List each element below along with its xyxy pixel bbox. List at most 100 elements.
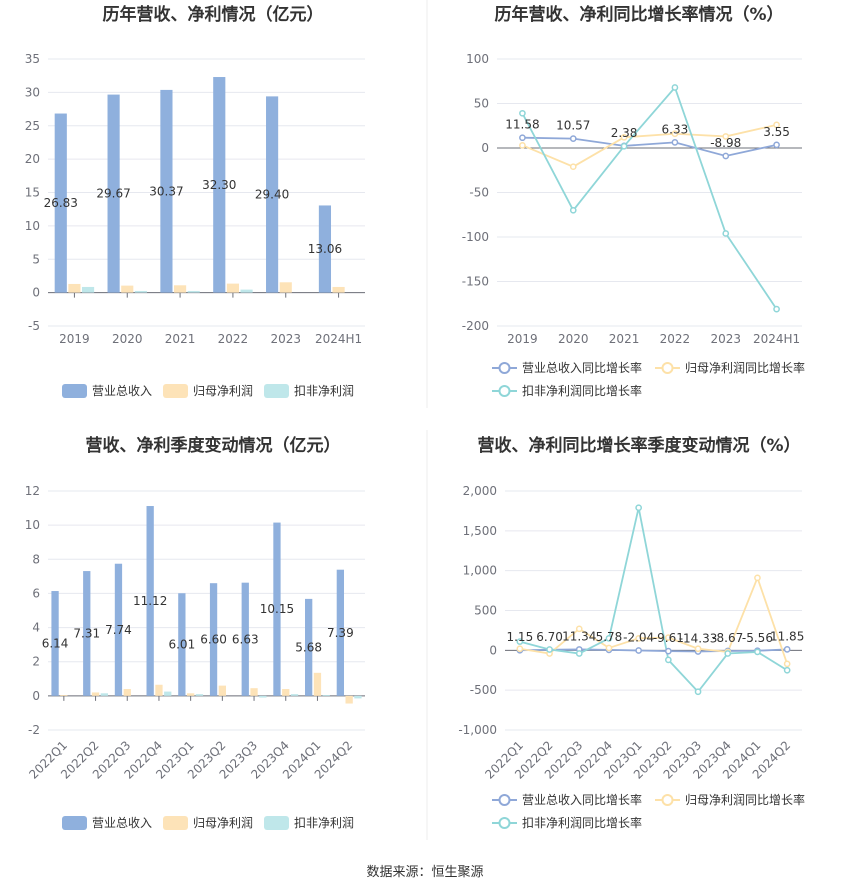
point-1-2023Q1 xyxy=(635,647,643,654)
bar-data-label: 6.14 xyxy=(42,636,69,650)
chart-panel-1: 历年营收、净利情况（亿元） -5 0 5 10 15 20 25 30 35 2019 2020 202… xyxy=(25,4,365,398)
bar-2-2022Q4 xyxy=(155,684,163,696)
bar-data-label: 6.60 xyxy=(200,633,227,647)
y-tick-label: 1,500 xyxy=(463,524,497,538)
bar-3-2023Q1 xyxy=(195,694,204,696)
line-data-label: 11.34 xyxy=(562,629,596,643)
y-tick-label: -150 xyxy=(462,275,489,289)
legend-label[interactable]: 营业总收入 xyxy=(92,816,152,830)
series-line-2 xyxy=(522,123,777,168)
bar-2-2022Q1 xyxy=(60,695,68,696)
bar-1-2024Q2 xyxy=(336,569,345,696)
line-data-label: -2.04 xyxy=(623,630,654,644)
legend-label[interactable]: 归母净利润 xyxy=(193,384,253,398)
y-tick-label: 500 xyxy=(474,604,497,618)
y-tick-label: -50 xyxy=(469,186,489,200)
y-tick-label: 10 xyxy=(25,219,40,233)
line-data-label: 3.55 xyxy=(763,125,790,139)
bar-1-2023 xyxy=(266,96,279,293)
x-tick-label: 2020 xyxy=(112,332,143,346)
y-tick-label: 25 xyxy=(25,119,40,133)
x-tick-label: 2023 xyxy=(710,332,741,346)
y-tick-label: -200 xyxy=(462,319,489,333)
y-tick-label: 20 xyxy=(25,152,40,166)
x-tick-label: 2019 xyxy=(507,332,538,346)
legend-label[interactable]: 扣非净利润 xyxy=(294,816,354,830)
bar-1-2022Q1 xyxy=(51,591,59,696)
point-3-2023Q4 xyxy=(724,650,732,657)
series-line-3 xyxy=(519,507,788,694)
y-tick-label: -5 xyxy=(28,319,40,333)
x-tick-label: 2024H1 xyxy=(315,332,362,346)
legend-label[interactable]: 营业总收入 xyxy=(92,384,152,398)
bar-2-2022Q2 xyxy=(91,692,100,696)
bar-1-2021 xyxy=(160,89,173,293)
bar-2-2024Q1 xyxy=(313,672,322,696)
line-data-label: 5.78 xyxy=(596,630,623,644)
y-tick-label: 8 xyxy=(32,552,40,566)
y-tick-label: 35 xyxy=(25,52,40,66)
legend-label[interactable]: 扣非净利润 xyxy=(294,384,354,398)
legend-label[interactable]: 扣非净利润同比增长率 xyxy=(522,815,642,830)
point-1-2019 xyxy=(519,134,526,142)
y-tick-label: 0 xyxy=(489,643,497,657)
legend-label[interactable]: 归母净利润同比增长率 xyxy=(685,360,805,375)
y-tick-label: -2 xyxy=(28,723,40,737)
bar-2-2023Q1 xyxy=(187,693,195,696)
y-tick-label: 4 xyxy=(32,621,40,635)
y-tick-label: 6 xyxy=(32,586,40,600)
legend-label[interactable]: 营业总收入同比增长率 xyxy=(522,792,642,807)
legend-label[interactable]: 营业总收入同比增长率 xyxy=(522,360,642,375)
x-tick-label: 2024H1 xyxy=(753,332,800,346)
bar-data-label: 7.31 xyxy=(73,626,100,640)
bar-2-2024H1 xyxy=(332,286,345,293)
x-tick-label: 2023 xyxy=(270,332,301,346)
bar-3-2024Q1 xyxy=(322,695,330,696)
y-tick-label: 10 xyxy=(25,518,40,532)
bar-2-2023Q4 xyxy=(282,689,290,696)
bar-data-label: 5.68 xyxy=(295,640,322,654)
series-line-2 xyxy=(519,575,789,665)
line-data-label: 11.85 xyxy=(770,629,804,643)
bar-1-2022Q3 xyxy=(114,563,123,696)
legend-swatch xyxy=(264,384,289,398)
bar-1-2023Q2 xyxy=(209,583,218,696)
legend-label[interactable]: 扣非净利润同比增长率 xyxy=(522,383,642,398)
bar-data-label: 10.15 xyxy=(260,602,294,616)
point-1-2020 xyxy=(569,135,577,142)
x-tick-label: 2021 xyxy=(609,332,640,346)
bar-1-2022Q4 xyxy=(146,506,154,696)
bar-1-2023Q4 xyxy=(273,522,281,696)
bar-2-2023 xyxy=(279,282,292,293)
point-3-2023Q3 xyxy=(694,688,702,696)
y-tick-label: 100 xyxy=(466,52,489,66)
legend-label[interactable]: 归母净利润 xyxy=(193,816,253,830)
point-3-2023Q1 xyxy=(635,504,643,512)
series-line-1 xyxy=(522,136,777,157)
point-2-2022Q4 xyxy=(605,644,613,652)
y-tick-label: -100 xyxy=(462,230,489,244)
bar-data-label: 6.01 xyxy=(168,638,195,652)
bar-3-2020 xyxy=(134,290,147,293)
legend-swatch-marker xyxy=(498,362,511,374)
chart-panel-4: 营收、净利同比增长率季度变动情况（%） -1,000 -500 0 500 1,000 1,… xyxy=(458,435,805,830)
chart-title: 历年营收、净利同比增长率情况（%） xyxy=(494,4,783,25)
point-3-2022Q3 xyxy=(575,650,583,657)
point-3-2023 xyxy=(722,230,730,237)
line-data-label: 11.58 xyxy=(505,118,539,132)
chart-title: 营收、净利同比增长率季度变动情况（%） xyxy=(477,435,800,456)
legend-label[interactable]: 归母净利润同比增长率 xyxy=(685,792,805,807)
bar-data-label: 13.06 xyxy=(308,242,342,256)
legend-swatch xyxy=(163,816,188,830)
bar-1-2022 xyxy=(213,77,226,293)
legend-swatch-marker xyxy=(498,385,511,397)
point-3-2022Q1 xyxy=(516,638,524,645)
y-tick-label: 30 xyxy=(25,85,40,99)
bar-3-2023Q3 xyxy=(259,695,267,698)
y-tick-label: -500 xyxy=(470,683,497,697)
line-data-label: -8.67 xyxy=(712,631,743,645)
y-tick-label: 0 xyxy=(481,141,489,155)
point-2-2022 xyxy=(671,130,679,138)
series-line-1 xyxy=(519,648,788,653)
chart-panel-3: 营收、净利季度变动情况（亿元）-20246810122022Q12022Q220… xyxy=(25,435,365,830)
